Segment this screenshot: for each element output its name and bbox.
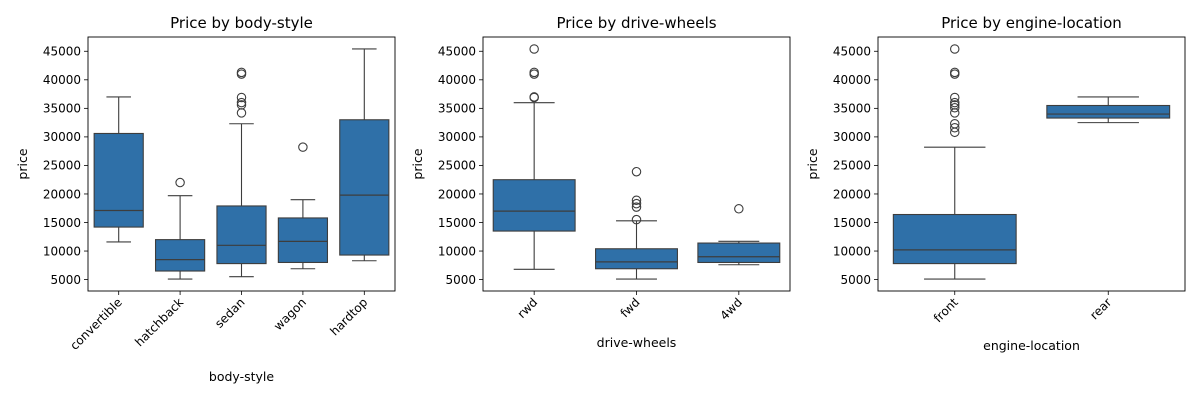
y-axis-label: price xyxy=(410,148,425,179)
outlier-point xyxy=(949,92,960,103)
y-axis-label: price xyxy=(15,148,30,179)
y-tick-label: 5000 xyxy=(50,273,81,287)
box-fwd xyxy=(595,166,678,280)
box-front xyxy=(892,44,1017,280)
y-tick-label: 10000 xyxy=(833,244,871,258)
box-hardtop xyxy=(339,48,390,262)
y-tick-label: 5000 xyxy=(840,273,871,287)
box-body xyxy=(697,242,781,264)
y-tick-label: 45000 xyxy=(43,45,81,59)
box-body xyxy=(93,132,144,228)
y-tick-label: 45000 xyxy=(833,45,871,59)
y-tick-label: 30000 xyxy=(833,130,871,144)
outlier-point xyxy=(949,100,960,110)
x-axis-label: drive-wheels xyxy=(597,335,677,350)
chart-title: Price by body-style xyxy=(170,14,313,32)
box-wagon xyxy=(277,142,329,270)
y-tick-label: 35000 xyxy=(43,102,81,116)
x-axis-label: engine-location xyxy=(983,338,1080,353)
chart-panel-1: Price by body-style 5000 10000 15000 20000 25… xyxy=(15,14,396,384)
box-rwd xyxy=(492,44,576,270)
outlier-point xyxy=(631,198,642,209)
box-4wd xyxy=(697,204,781,266)
outlier-point xyxy=(631,202,642,212)
outlier-point xyxy=(236,100,247,110)
y-tick-label: 45000 xyxy=(438,45,476,59)
outlier-point xyxy=(298,142,308,152)
plot-frame xyxy=(87,36,396,292)
y-tick-label: 15000 xyxy=(438,216,476,230)
x-tick-label: fwd xyxy=(618,295,643,320)
y-tick-label: 40000 xyxy=(438,73,476,87)
outlier-point xyxy=(236,97,247,108)
y-tick-label: 30000 xyxy=(438,130,476,144)
y-tick-label: 15000 xyxy=(43,216,81,230)
outlier-point xyxy=(631,166,642,177)
outlier-point xyxy=(529,44,539,54)
y-tick-label: 30000 xyxy=(43,130,81,144)
y-tick-label: 40000 xyxy=(43,73,81,87)
y-tick-label: 20000 xyxy=(833,187,871,201)
x-tick-label: hardtop xyxy=(327,295,370,338)
y-axis-label: price xyxy=(805,148,820,179)
y-tick-label: 35000 xyxy=(833,102,871,116)
x-tick-label: rwd xyxy=(515,295,541,321)
box-body xyxy=(216,205,267,265)
y-tick-label: 25000 xyxy=(438,159,476,173)
box-body xyxy=(492,179,576,232)
outlier-point xyxy=(734,204,744,214)
x-tick-label: rear xyxy=(1087,295,1114,322)
box-sedan xyxy=(216,67,267,278)
outlier-point xyxy=(529,92,539,102)
outlier-point xyxy=(236,92,247,103)
outlier-point xyxy=(175,177,185,188)
y-tick-label: 5000 xyxy=(445,273,476,287)
outlier-point xyxy=(949,44,960,54)
x-tick-label: sedan xyxy=(212,295,248,331)
outlier-point xyxy=(236,67,247,78)
x-tick-label: front xyxy=(931,295,961,325)
box-body xyxy=(339,119,390,256)
box-body xyxy=(1046,104,1171,119)
x-tick-label: wagon xyxy=(271,295,309,333)
outlier-point xyxy=(529,67,539,78)
x-tick-label: 4wd xyxy=(717,295,745,323)
chart-title: Price by drive-wheels xyxy=(556,14,716,32)
outlier-point xyxy=(949,67,960,78)
plot-frame xyxy=(482,36,791,292)
y-tick-label: 10000 xyxy=(43,244,81,258)
y-tick-label: 40000 xyxy=(833,73,871,87)
y-tick-label: 35000 xyxy=(438,102,476,116)
y-tick-label: 20000 xyxy=(43,187,81,201)
box-convertible xyxy=(93,96,144,243)
outlier-point xyxy=(631,214,642,225)
box-body xyxy=(154,239,206,272)
x-tick-label: convertible xyxy=(67,295,125,353)
y-tick-label: 25000 xyxy=(43,159,81,173)
outlier-point xyxy=(949,123,960,133)
chart-panel-2: Price by drive-wheels 5000 10000 15000 20000… xyxy=(410,14,791,350)
outlier-point xyxy=(949,97,960,108)
box-body xyxy=(595,248,678,270)
y-tick-label: 10000 xyxy=(438,244,476,258)
y-tick-label: 25000 xyxy=(833,159,871,173)
outlier-point xyxy=(631,195,642,205)
x-tick-label: hatchback xyxy=(132,295,186,349)
x-axis-label: body-style xyxy=(209,369,274,384)
box-body xyxy=(277,217,329,264)
plot-frame xyxy=(877,36,1186,292)
outlier-point xyxy=(949,119,960,129)
chart-title: Price by engine-location xyxy=(941,14,1122,32)
box-rear xyxy=(1046,96,1171,124)
chart-panel-3: Price by engine-location 5000 10000 15000 20… xyxy=(805,14,1186,353)
box-hatchback xyxy=(154,177,206,280)
outlier-point xyxy=(949,103,960,113)
y-tick-label: 20000 xyxy=(438,187,476,201)
y-tick-label: 15000 xyxy=(833,216,871,230)
outlier-point xyxy=(236,108,247,118)
box-body xyxy=(892,213,1017,265)
